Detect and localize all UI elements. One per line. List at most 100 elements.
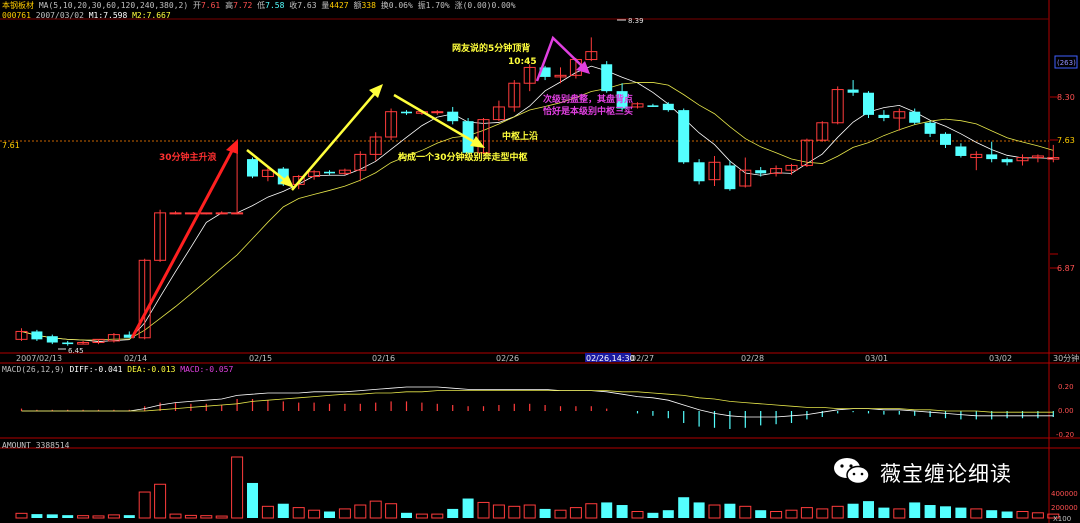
- volume-bar: [693, 502, 705, 518]
- candle-body: [539, 67, 551, 77]
- volume-bar: [878, 507, 890, 518]
- annotation-arrows: [130, 35, 590, 339]
- candle-body: [107, 334, 120, 342]
- stock-name: 本钢板材: [2, 1, 34, 10]
- candle-body: [477, 119, 490, 154]
- candle-body: [708, 161, 721, 181]
- low-value: 7.58: [265, 1, 285, 10]
- header-row-2: 000761 2007/03/02 M1:7.598 M2:7.667: [2, 11, 171, 20]
- candle-body: [369, 136, 382, 155]
- candle-body: [831, 89, 844, 124]
- candle-body: [62, 342, 74, 345]
- candle-body: [1001, 159, 1013, 163]
- vol-value: 4427: [329, 1, 349, 10]
- wechat-icon: [834, 458, 870, 485]
- volume-bar: [569, 507, 582, 519]
- date-label: 02/26,14:30: [586, 354, 635, 363]
- candle-body: [261, 169, 274, 178]
- candle-body: [401, 111, 412, 114]
- top-badge: (263): [1057, 59, 1076, 67]
- volume-bar: [708, 504, 721, 519]
- candle-body: [816, 122, 829, 141]
- candle-body: [447, 111, 459, 122]
- volume-bar: [385, 503, 398, 519]
- candle-body: [940, 133, 951, 145]
- annot-pivot-upper: 中枢上沿: [502, 130, 538, 142]
- candle-body: [878, 114, 890, 119]
- candle-body: [308, 171, 321, 178]
- volume-bar: [92, 515, 105, 519]
- volume-bar: [800, 507, 813, 519]
- candle-body: [631, 103, 644, 108]
- close-value: 7.63: [297, 1, 317, 10]
- volume-bar: [831, 505, 844, 519]
- amount-header: AMOUNT 3388514: [2, 441, 69, 450]
- volume-bar: [678, 497, 690, 518]
- candle-body: [800, 139, 813, 166]
- candle-body: [585, 51, 598, 61]
- amount-value: 3388514: [35, 441, 70, 450]
- candle-body: [986, 154, 998, 160]
- candle-body: [46, 336, 58, 343]
- candle-body: [601, 64, 613, 92]
- candle-body: [92, 338, 105, 344]
- annot-five-min-top: 网友说的5分钟顶背: [452, 42, 530, 54]
- volume-bar: [477, 501, 490, 519]
- candle-body: [431, 111, 444, 114]
- volume-bar: [893, 508, 906, 519]
- volume-bar: [940, 506, 951, 518]
- macd-title: MACD(26,12,9): [2, 365, 65, 374]
- date-label: 03/01: [865, 354, 888, 363]
- macd-dea: -0.013: [146, 365, 176, 374]
- candle-body: [277, 168, 289, 185]
- candle-body: [1016, 157, 1029, 162]
- volume-bar: [231, 456, 244, 519]
- svg-text:0.20: 0.20: [1058, 383, 1074, 391]
- macd-value: -0.057: [204, 365, 234, 374]
- yellow-arrow-3: [393, 93, 477, 145]
- volume-bar: [647, 512, 659, 518]
- volume-bar: [138, 491, 151, 519]
- volume-bar: [863, 501, 874, 518]
- volume-bar: [292, 507, 305, 519]
- date-label: 2007/02/13: [16, 354, 62, 363]
- candle-body: [15, 330, 28, 340]
- candle-body: [215, 212, 228, 215]
- candle-body: [970, 153, 983, 159]
- volume-bar: [184, 514, 197, 519]
- volume-bar: [539, 508, 551, 518]
- volume-bar: [508, 505, 521, 519]
- candle-body: [200, 212, 213, 215]
- volume-bar: [662, 510, 674, 518]
- red-arrow-head: [226, 139, 238, 154]
- m1-value: 7.598: [103, 11, 128, 20]
- volume-bar: [200, 515, 213, 519]
- candle-body: [693, 162, 705, 182]
- volume-bar: [107, 514, 120, 519]
- price-label-high: 8.30: [1057, 93, 1075, 102]
- volume-bar: [261, 505, 274, 519]
- candle-body: [955, 146, 967, 156]
- candle-body: [909, 111, 921, 123]
- chg-value: (0.00)0.00%: [462, 1, 516, 10]
- candle-body: [847, 89, 859, 93]
- open-value: 7.61: [200, 1, 221, 10]
- amount-title: AMOUNT: [2, 441, 31, 450]
- candle-body: [785, 164, 798, 171]
- volume-bar: [585, 503, 598, 519]
- date-label: 02/28: [741, 354, 764, 363]
- price-label-current: 7.63: [1057, 136, 1075, 145]
- stock-code: 000761: [2, 11, 31, 20]
- volume-bar: [354, 504, 367, 519]
- volume-bar: [1047, 513, 1060, 519]
- period-label: 30分钟: [1053, 353, 1079, 363]
- svg-text:0.00: 0.00: [1058, 407, 1074, 415]
- volume-bar: [338, 508, 351, 519]
- date-label: 02/27: [631, 354, 654, 363]
- volume-bar: [215, 515, 228, 519]
- volume-bar: [770, 511, 783, 519]
- volume-bar: [123, 515, 135, 518]
- volume-bar: [724, 503, 736, 518]
- volume-bar: [631, 511, 644, 519]
- candle-body: [138, 259, 151, 339]
